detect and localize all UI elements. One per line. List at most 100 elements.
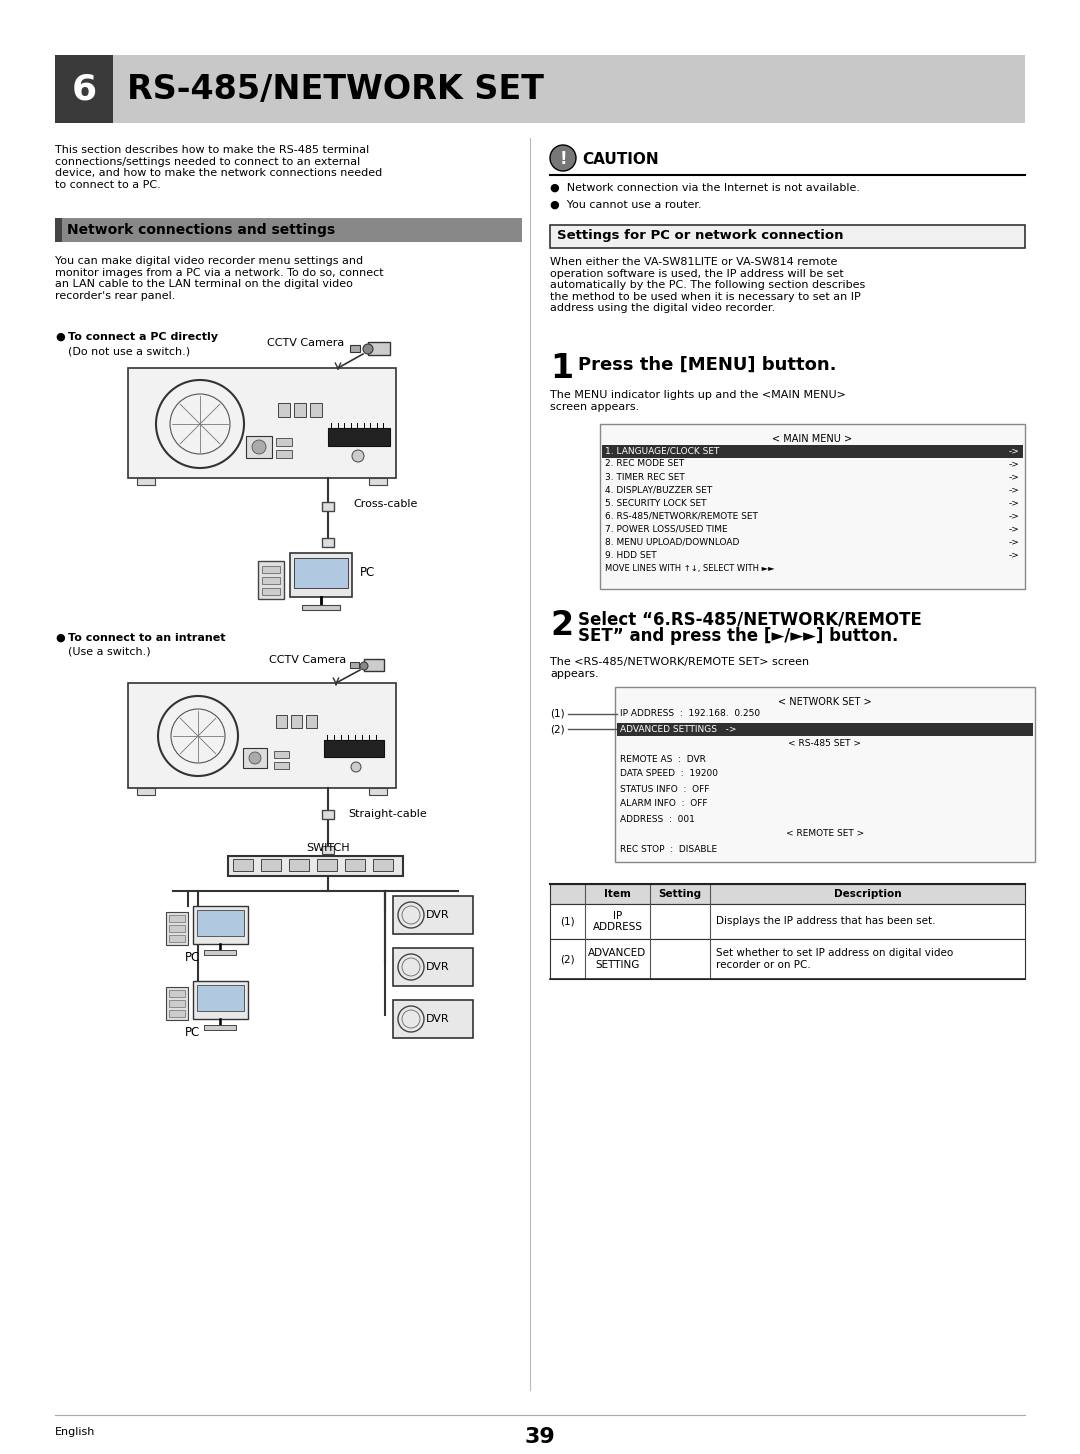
Bar [258, 561, 284, 599]
Text: To connect a PC directly: To connect a PC directly [68, 332, 218, 342]
Text: 1. LANGUAGE/CLOCK SET: 1. LANGUAGE/CLOCK SET [605, 446, 719, 455]
Text: DVR: DVR [427, 1013, 449, 1024]
Bar [602, 445, 1023, 458]
Bar [615, 686, 1035, 862]
Text: Settings for PC or network connection: Settings for PC or network connection [557, 230, 843, 243]
Bar [137, 478, 156, 486]
Bar [369, 788, 387, 795]
Text: (1): (1) [550, 710, 565, 718]
Bar [322, 846, 334, 853]
Bar [369, 478, 387, 486]
Bar [197, 910, 244, 936]
Bar [262, 566, 280, 573]
Bar [55, 218, 522, 241]
Text: < REMOTE SET >: < REMOTE SET > [786, 829, 864, 839]
Text: ALARM INFO  :  OFF: ALARM INFO : OFF [620, 800, 707, 808]
Text: Select “6.RS-485/NETWORK/REMOTE: Select “6.RS-485/NETWORK/REMOTE [578, 611, 922, 630]
Bar [168, 935, 185, 942]
Text: 5. SECURITY LOCK SET: 5. SECURITY LOCK SET [605, 499, 706, 507]
Text: PC: PC [186, 1027, 201, 1040]
Bar [306, 715, 318, 728]
Bar [166, 987, 188, 1021]
Circle shape [363, 345, 373, 353]
Text: The <RS-485/NETWORK/REMOTE SET> screen
appears.: The <RS-485/NETWORK/REMOTE SET> screen a… [550, 657, 809, 679]
Text: < NETWORK SET >: < NETWORK SET > [779, 696, 872, 707]
Bar [261, 859, 281, 871]
Text: ADDRESS  :  001: ADDRESS : 001 [620, 814, 694, 823]
Text: PC: PC [186, 951, 201, 964]
Bar [310, 403, 322, 417]
Bar [197, 984, 244, 1011]
Text: When either the VA-SW81LITE or VA-SW814 remote
operation software is used, the I: When either the VA-SW81LITE or VA-SW814 … [550, 257, 865, 314]
Text: ->: -> [1008, 446, 1020, 455]
Bar [364, 659, 384, 670]
Bar [233, 859, 253, 871]
Text: CCTV Camera: CCTV Camera [269, 654, 347, 664]
Text: Set whether to set IP address on digital video
recorder or on PC.: Set whether to set IP address on digital… [716, 948, 954, 970]
Bar [193, 981, 248, 1019]
Circle shape [550, 145, 576, 172]
Text: 6: 6 [71, 73, 96, 106]
Text: CCTV Camera: CCTV Camera [268, 337, 345, 348]
Bar [393, 1000, 473, 1038]
Bar [243, 747, 267, 768]
Text: (Use a switch.): (Use a switch.) [68, 647, 150, 657]
Text: 9. HDD SET: 9. HDD SET [605, 551, 657, 560]
Text: 4. DISPLAY/BUZZER SET: 4. DISPLAY/BUZZER SET [605, 486, 712, 494]
Text: Straight-cable: Straight-cable [348, 808, 427, 819]
Text: SET” and press the [►/►►] button.: SET” and press the [►/►►] button. [578, 627, 899, 646]
Bar [294, 558, 348, 587]
Bar [393, 896, 473, 933]
Bar [166, 912, 188, 945]
Text: ->: -> [1008, 538, 1020, 547]
Text: 7. POWER LOSS/USED TIME: 7. POWER LOSS/USED TIME [605, 525, 728, 534]
Text: ->: -> [1008, 473, 1020, 481]
Text: This section describes how to make the RS-485 terminal
connections/settings need: This section describes how to make the R… [55, 145, 382, 190]
Bar [193, 906, 248, 944]
Bar [137, 788, 156, 795]
Text: ->: -> [1008, 551, 1020, 560]
Bar [393, 948, 473, 986]
Text: DATA SPEED  :  19200: DATA SPEED : 19200 [620, 769, 718, 778]
Text: SWITCH: SWITCH [307, 843, 350, 853]
Bar [274, 762, 289, 769]
Text: IP ADDRESS  :  192.168.  0.250: IP ADDRESS : 192.168. 0.250 [620, 710, 760, 718]
Text: ●: ● [55, 632, 65, 643]
Text: STATUS INFO  :  OFF: STATUS INFO : OFF [620, 785, 710, 794]
Bar [55, 55, 1025, 124]
Bar [168, 915, 185, 922]
Bar [550, 225, 1025, 249]
Bar [600, 425, 1025, 589]
Text: The MENU indicator lights up and the <MAIN MENU>
screen appears.: The MENU indicator lights up and the <MA… [550, 390, 846, 411]
Bar [373, 859, 393, 871]
Text: ->: -> [1008, 459, 1020, 468]
Text: To connect to an intranet: To connect to an intranet [68, 632, 226, 643]
Bar [278, 403, 291, 417]
Text: ->: -> [1008, 499, 1020, 507]
Bar [328, 427, 390, 446]
Text: ●  Network connection via the Internet is not available.: ● Network connection via the Internet is… [550, 183, 860, 193]
Text: 1: 1 [550, 352, 573, 385]
Bar [228, 856, 403, 875]
Text: You can make digital video recorder menu settings and
monitor images from a PC v: You can make digital video recorder menu… [55, 256, 383, 301]
Bar [324, 740, 384, 758]
Text: RS-485/NETWORK SET: RS-485/NETWORK SET [127, 73, 544, 106]
Text: 2. REC MODE SET: 2. REC MODE SET [605, 459, 685, 468]
Bar [302, 605, 340, 611]
Bar [350, 345, 360, 352]
Text: Displays the IP address that has been set.: Displays the IP address that has been se… [716, 916, 935, 926]
Text: English: English [55, 1426, 95, 1437]
Bar [168, 1011, 185, 1016]
Bar [168, 990, 185, 997]
Bar [204, 949, 237, 955]
Bar [274, 752, 289, 758]
Text: 6. RS-485/NETWORK/REMOTE SET: 6. RS-485/NETWORK/REMOTE SET [605, 512, 758, 521]
Bar [345, 859, 365, 871]
Text: < RS-485 SET >: < RS-485 SET > [788, 740, 862, 749]
Circle shape [360, 662, 368, 670]
Bar [204, 1025, 237, 1029]
Text: 8. MENU UPLOAD/DOWNLOAD: 8. MENU UPLOAD/DOWNLOAD [605, 538, 740, 547]
Bar [129, 683, 396, 788]
Text: 3. TIMER REC SET: 3. TIMER REC SET [605, 473, 685, 481]
Bar [322, 810, 334, 819]
